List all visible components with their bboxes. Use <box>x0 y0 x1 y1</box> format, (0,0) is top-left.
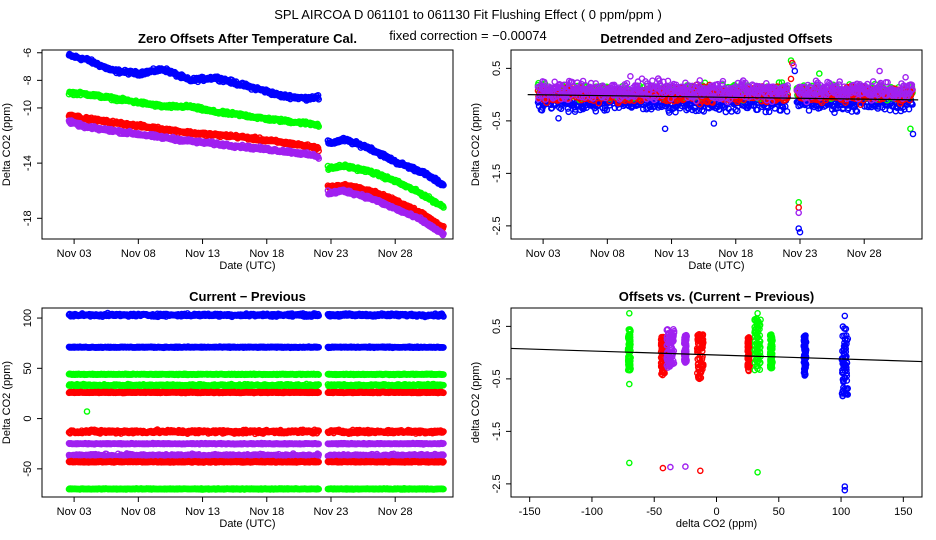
plot-frame <box>41 49 454 240</box>
data-point-purple <box>664 77 672 85</box>
data-point-blue <box>754 106 761 113</box>
data-point-red <box>440 222 447 230</box>
data-point-red <box>315 147 323 155</box>
data-point-green <box>315 123 323 130</box>
panel-title: Detrended and Zero−adjusted Offsets <box>600 31 832 46</box>
panel-zero_offsets: Zero Offsets After Temperature Cal. Nov 0… <box>1 31 454 272</box>
y-tick-label: -18 <box>22 210 34 226</box>
data-point-purple <box>696 77 704 84</box>
y-tick-label: -6 <box>22 48 34 58</box>
data-point-purple <box>803 98 811 106</box>
data-point-purple <box>719 77 727 85</box>
data-point-red <box>314 144 322 152</box>
data-point-purple <box>768 98 776 105</box>
data-point-red <box>595 99 603 107</box>
data-point-blue <box>805 107 813 114</box>
x-tick-label: Nov 08 <box>121 248 156 260</box>
data-point-blue <box>700 108 708 115</box>
y-tick-label: -14 <box>22 155 34 171</box>
x-tick-label: Nov 18 <box>249 248 284 260</box>
data-point-green <box>440 204 447 211</box>
data-point-purple <box>835 81 843 88</box>
data-points <box>527 57 919 236</box>
data-point-blue <box>909 101 916 108</box>
data-point-purple <box>649 77 656 84</box>
data-point-blue <box>765 108 773 116</box>
data-point-blue <box>853 108 861 115</box>
data-points <box>65 50 447 239</box>
data-point-purple <box>623 80 631 87</box>
y-tick-label: -8 <box>22 75 34 85</box>
figure-title: SPL AIRCOA D 061101 to 061130 Fit Flushi… <box>274 7 662 22</box>
data-point-purple <box>784 82 792 89</box>
data-point-blue <box>831 109 838 116</box>
data-point-blue <box>692 107 700 115</box>
data-point-blue <box>672 108 679 116</box>
data-point-blue <box>783 108 791 115</box>
data-point-purple <box>656 77 663 84</box>
data-point-purple <box>652 93 660 101</box>
data-point-blue <box>314 94 321 102</box>
figure-subtitle: fixed correction = −0.00074 <box>389 28 547 43</box>
data-point-purple <box>440 230 447 237</box>
data-point-purple <box>836 78 844 85</box>
x-axis-label: Date (UTC) <box>219 260 275 272</box>
data-point-blue <box>314 92 322 99</box>
x-tick-label: Nov 28 <box>378 248 413 260</box>
data-point-blue <box>665 109 673 116</box>
panels-group: Zero Offsets After Temperature Cal. Nov 0… <box>1 31 923 530</box>
data-point-red <box>857 101 864 108</box>
data-point-purple <box>693 97 700 105</box>
panel-title: Zero Offsets After Temperature Cal. <box>138 31 357 46</box>
data-point-blue <box>557 105 565 113</box>
y-tick-label: -10 <box>22 100 34 116</box>
data-point-blue <box>315 96 323 103</box>
data-point-blue <box>565 108 572 116</box>
x-tick-label: Nov 03 <box>57 248 92 260</box>
data-point-purple <box>541 78 548 86</box>
data-point-purple <box>734 79 742 87</box>
data-point-purple <box>631 93 638 101</box>
y-axis-label: Delta CO2 (ppm) <box>1 103 13 186</box>
data-point-blue <box>905 105 913 113</box>
x-tick-label: Nov 23 <box>314 248 349 260</box>
data-point-blue <box>440 181 447 189</box>
x-tick-label: Nov 13 <box>185 248 220 260</box>
data-point-blue <box>603 106 611 114</box>
data-point-purple <box>315 155 323 162</box>
